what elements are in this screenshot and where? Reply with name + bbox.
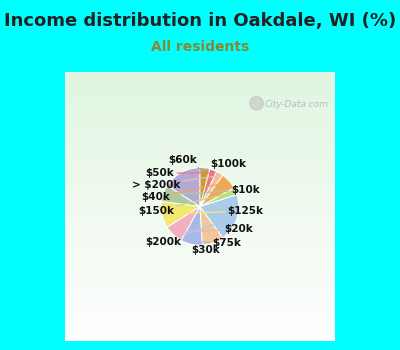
Text: All residents: All residents — [151, 40, 249, 54]
Wedge shape — [200, 175, 234, 206]
Text: $100k: $100k — [186, 159, 246, 175]
Wedge shape — [200, 195, 239, 238]
Text: $10k: $10k — [169, 186, 260, 195]
Wedge shape — [200, 169, 216, 206]
Wedge shape — [162, 186, 200, 206]
Wedge shape — [181, 206, 202, 245]
Text: $20k: $20k — [178, 224, 253, 234]
Wedge shape — [161, 202, 200, 227]
Text: > $200k: > $200k — [132, 176, 216, 190]
Text: $40k: $40k — [141, 183, 224, 202]
Text: Income distribution in Oakdale, WI (%): Income distribution in Oakdale, WI (%) — [4, 12, 396, 30]
Wedge shape — [200, 168, 210, 206]
Wedge shape — [167, 206, 200, 240]
Wedge shape — [200, 206, 223, 245]
Text: $75k: $75k — [195, 238, 241, 248]
Text: $125k: $125k — [168, 206, 263, 216]
Text: $30k: $30k — [191, 240, 220, 254]
Circle shape — [250, 97, 263, 110]
Wedge shape — [200, 188, 237, 206]
Text: $60k: $60k — [168, 155, 202, 170]
Text: City-Data.com: City-Data.com — [265, 100, 329, 108]
Text: $200k: $200k — [145, 218, 231, 247]
Wedge shape — [167, 168, 200, 206]
Text: $150k: $150k — [138, 193, 230, 216]
Wedge shape — [200, 172, 223, 206]
Text: $50k: $50k — [146, 168, 209, 178]
